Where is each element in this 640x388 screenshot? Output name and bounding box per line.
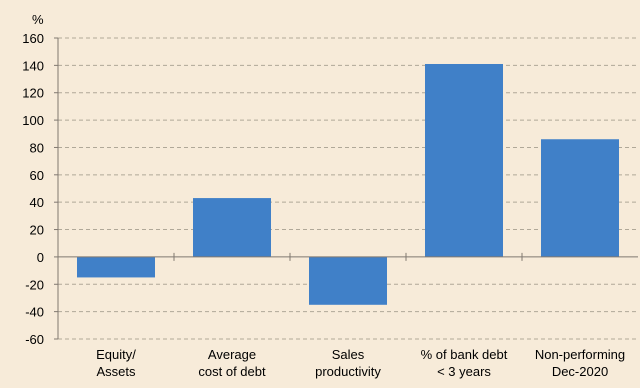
bar bbox=[541, 139, 619, 257]
x-category-labels: Equity/Assets Average cost of debt Sales pro… bbox=[96, 347, 625, 379]
x-category-label: Non-performing bbox=[535, 347, 625, 362]
y-tick-label: 160 bbox=[22, 31, 44, 46]
y-tick-label: -40 bbox=[25, 305, 44, 320]
x-category-label: cost of debt bbox=[198, 364, 266, 379]
bar bbox=[425, 63, 503, 257]
x-category-label: productivity bbox=[315, 364, 381, 379]
y-tick-label: 140 bbox=[22, 58, 44, 73]
x-category-label: Dec-2020 bbox=[552, 364, 608, 379]
x-category-label: Equity/ bbox=[96, 347, 136, 362]
y-axis-unit-label: % bbox=[32, 12, 44, 27]
y-tick-label: 20 bbox=[30, 223, 44, 238]
x-category-label: Sales bbox=[332, 347, 365, 362]
y-tick-label: 120 bbox=[22, 86, 44, 101]
y-tick-label: 0 bbox=[37, 250, 44, 265]
bar bbox=[77, 256, 155, 278]
axes bbox=[54, 37, 638, 340]
bar bbox=[309, 256, 387, 305]
y-tick-label: -20 bbox=[25, 277, 44, 292]
x-category-label: Average bbox=[208, 347, 256, 362]
y-tick-label: 100 bbox=[22, 113, 44, 128]
y-tick-label: -60 bbox=[25, 332, 44, 347]
x-category-label: Assets bbox=[96, 364, 136, 379]
x-category-label: % of bank debt bbox=[421, 347, 508, 362]
y-tick-label: 80 bbox=[30, 140, 44, 155]
y-tick-label: 60 bbox=[30, 168, 44, 183]
x-category-label: < 3 years bbox=[437, 364, 491, 379]
y-tick-label: 40 bbox=[30, 195, 44, 210]
bar bbox=[193, 198, 271, 257]
y-tick-labels: -60 -40 -20 0 20 40 60 80 100 120 140 160 bbox=[22, 31, 44, 347]
bars bbox=[77, 63, 619, 305]
